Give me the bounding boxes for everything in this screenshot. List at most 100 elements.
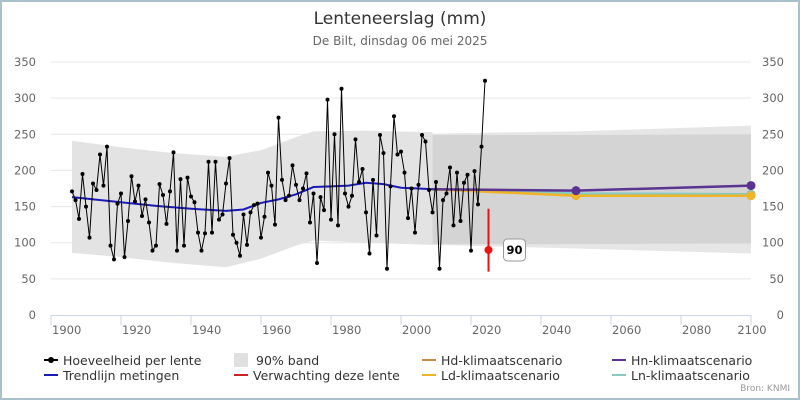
legend-item-ld[interactable]: Ld-klimaatscenario [422, 367, 560, 383]
observation-point [374, 233, 379, 238]
observation-point [224, 181, 228, 186]
observation-point [308, 220, 312, 225]
observation-point [413, 230, 417, 235]
observation-point [329, 217, 333, 222]
legend-item-forecast[interactable]: Verwachting deze lente [234, 367, 400, 383]
legend-item-ln[interactable]: Ln-klimaatscenario [612, 367, 750, 383]
line-swatch-icon [612, 374, 626, 376]
observation-point [304, 171, 309, 176]
observation-point [262, 214, 267, 219]
observation-point [252, 203, 256, 208]
observation-point [98, 152, 102, 157]
observation-point [423, 139, 428, 144]
x-tick-label: 2020 [472, 323, 501, 337]
legend-item-observations[interactable]: Hoeveelheid per lente [44, 352, 201, 368]
observation-point [122, 255, 127, 260]
observation-point [80, 172, 85, 177]
observation-point [462, 180, 466, 185]
observation-point [112, 257, 116, 262]
x-tick-label: 1900 [52, 323, 81, 337]
observation-point [217, 217, 221, 222]
x-tick-label: 2000 [402, 323, 431, 337]
observation-point [280, 177, 284, 182]
chart-plot: 90 0 0 50 50 100 100 150 150 200 200 250 250 300 300 3… [14, 55, 784, 337]
chart-title: Lenteneerslag (mm) [313, 9, 487, 29]
observation-point [353, 137, 358, 142]
observation-point [266, 170, 270, 175]
band-historic [72, 130, 433, 268]
observation-point [192, 200, 197, 205]
line-swatch-icon [422, 374, 436, 376]
observation-point [469, 248, 473, 253]
y-tick-label-right: 0 [777, 308, 784, 322]
observation-point [101, 183, 106, 188]
observation-point [273, 222, 277, 227]
observation-point [364, 210, 368, 215]
scenario-marker [571, 186, 581, 196]
legend-item-hd[interactable]: Hd-klimaatscenario [422, 352, 562, 368]
observation-point [136, 183, 141, 188]
observation-point [325, 97, 330, 102]
observation-point [472, 169, 477, 174]
observation-point [378, 133, 382, 138]
observation-point [115, 201, 120, 206]
observation-point [157, 182, 162, 187]
y-tick-label-right: 150 [762, 200, 784, 214]
x-tick-label: 2040 [542, 323, 571, 337]
observation-point [108, 243, 113, 248]
observation-point [241, 212, 246, 217]
y-tick-label-left: 250 [14, 127, 36, 141]
source-credit: Bron: KNMI [740, 384, 790, 394]
observation-point [406, 216, 410, 221]
observation-point [339, 86, 344, 91]
observation-point [451, 223, 456, 228]
observation-point [150, 248, 155, 253]
observation-point [388, 184, 393, 189]
observation-point [178, 177, 183, 182]
observation-point [427, 187, 431, 192]
x-tick-label: 2080 [682, 323, 711, 337]
y-tick-label-left: 350 [14, 55, 36, 69]
legend-label: Hoeveelheid per lente [63, 352, 202, 368]
observation-point [336, 223, 340, 228]
axes: 0 0 50 50 100 100 150 150 200 200 250 250 300 300 350 3… [14, 55, 784, 337]
legend-item-hn[interactable]: Hn-klimaatscenario [612, 352, 752, 368]
observation-point [448, 165, 452, 170]
observation-point [465, 172, 470, 177]
observation-point [290, 163, 295, 168]
observation-point [269, 183, 274, 188]
legend-label: 90% band [256, 352, 320, 368]
observation-point [301, 186, 305, 191]
forecast-group: 90 [484, 208, 526, 272]
line-swatch-icon [44, 374, 58, 376]
y-tick-label-right: 300 [762, 91, 784, 105]
observation-point [94, 187, 99, 192]
observation-point [381, 151, 386, 156]
observation-point [350, 193, 354, 198]
observation-point [283, 198, 288, 203]
observation-point [238, 253, 242, 258]
y-tick-label-left: 200 [14, 163, 36, 177]
observation-point [87, 235, 92, 240]
observation-point [416, 182, 421, 187]
observation-point [185, 175, 190, 180]
legend-item-trend[interactable]: Trendlijn metingen [44, 367, 179, 383]
y-tick-label-left: 150 [14, 200, 36, 214]
observation-point [434, 179, 438, 184]
observation-point [213, 159, 218, 164]
y-tick-label-right: 350 [762, 55, 784, 69]
observation-point [143, 197, 148, 202]
x-tick-label: 1920 [122, 323, 151, 337]
dot-line-icon [44, 357, 58, 363]
observation-point [430, 210, 435, 215]
observation-point [126, 219, 130, 224]
observation-point [420, 133, 424, 138]
band-swatch-icon [234, 353, 248, 367]
observation-point [133, 199, 137, 204]
x-tick-label: 1980 [332, 323, 361, 337]
observation-point [259, 235, 263, 240]
observation-point [220, 212, 225, 217]
legend-item-band[interactable]: 90% band [234, 352, 319, 368]
observation-point [189, 194, 193, 199]
observation-point [245, 242, 249, 247]
